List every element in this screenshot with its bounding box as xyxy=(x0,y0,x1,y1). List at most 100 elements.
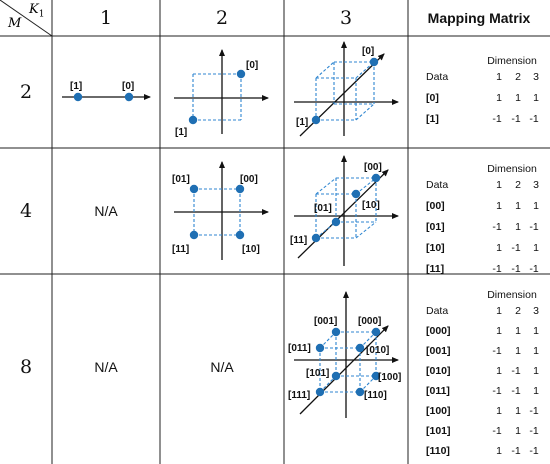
point-11 xyxy=(311,233,321,243)
corner-m-label: M xyxy=(8,16,22,31)
matrix-row-code: [110] xyxy=(426,445,450,457)
matrix-row-code: [00] xyxy=(426,200,445,212)
matrix-cell: 1 xyxy=(496,200,502,212)
matrix-cell: -1 xyxy=(492,425,501,437)
row-label-m4: 4 xyxy=(19,200,33,222)
label-010: [010] xyxy=(366,345,389,356)
label-10: [10] xyxy=(242,244,260,255)
z-axis xyxy=(299,53,385,137)
label-101: [101] xyxy=(306,368,329,379)
matrix-cell: -1 xyxy=(511,263,520,274)
matrix-cell: 1 xyxy=(496,92,502,104)
point-00 xyxy=(371,173,381,183)
matrix-cell: -1 xyxy=(511,365,520,377)
dimension-label: Dimension xyxy=(487,163,537,175)
dim-header-1: 1 xyxy=(496,305,502,317)
col-header-3: 3 xyxy=(339,7,353,29)
point-100 xyxy=(371,371,381,381)
data-label: Data xyxy=(426,71,448,83)
matrix-cell: 1 xyxy=(533,325,539,337)
diagram-m2-k2: [0] [1] xyxy=(174,49,269,138)
matrix-cell: 1 xyxy=(496,242,502,254)
dimension-label: Dimension xyxy=(487,289,537,301)
cube-edge-tl xyxy=(319,331,337,349)
matrix-cell: -1 xyxy=(511,242,520,254)
matrix-cell: -1 xyxy=(529,113,538,125)
label-10: [10] xyxy=(362,200,380,211)
matrix-cell: 1 xyxy=(496,325,502,337)
cube-edge-tl xyxy=(315,61,335,79)
label-00: [00] xyxy=(364,162,382,173)
point-1 xyxy=(188,115,198,125)
matrix-cell: -1 xyxy=(492,345,501,357)
dim-header-2: 2 xyxy=(515,179,521,191)
dim-header-2: 2 xyxy=(515,305,521,317)
matrix-row-code: [0] xyxy=(426,92,439,104)
point-0 xyxy=(124,92,134,102)
label-000: [000] xyxy=(358,316,381,327)
label-01: [01] xyxy=(314,203,332,214)
dim-header-3: 3 xyxy=(533,305,539,317)
matrix-cell: -1 xyxy=(529,405,538,417)
matrix-cell: 1 xyxy=(515,405,521,417)
dimension-label: Dimension xyxy=(487,55,537,67)
point-000 xyxy=(371,327,381,337)
matrix-row-code: [01] xyxy=(426,221,445,233)
point-111 xyxy=(315,387,325,397)
matrix-row-code: [001] xyxy=(426,345,451,357)
corner-header: M K1 xyxy=(0,0,52,36)
point-010 xyxy=(355,343,365,353)
matrix-cell: -1 xyxy=(511,385,520,397)
label-001: [001] xyxy=(314,316,337,327)
matrix-cell: 1 xyxy=(496,405,502,417)
point-10 xyxy=(235,230,245,240)
mapping-matrix-title: Mapping Matrix xyxy=(427,10,531,26)
matrix-cell: 1 xyxy=(533,345,539,357)
label-011: [011] xyxy=(288,343,311,354)
diagram-m4-k2: [01] [00] [11] [10] xyxy=(172,161,269,260)
matrix-cell: 1 xyxy=(533,200,539,212)
matrix-cell: -1 xyxy=(511,113,520,125)
point-1 xyxy=(311,115,321,125)
label-0: [0] xyxy=(246,60,258,71)
matrix-row-code: [011] xyxy=(426,385,450,397)
matrix-cell: -1 xyxy=(511,445,520,457)
label-110: [110] xyxy=(364,390,387,401)
matrix-cell: 1 xyxy=(515,92,521,104)
diagram-m2-k1: [1] [0] xyxy=(62,81,151,102)
dim-header-2: 2 xyxy=(515,71,521,83)
label-00: [00] xyxy=(240,174,258,185)
row-label-m2: 2 xyxy=(19,81,33,103)
matrix-cell: 1 xyxy=(515,425,521,437)
label-100: [100] xyxy=(378,372,401,383)
corner-diagonal xyxy=(0,0,53,37)
matrix-cell: 1 xyxy=(515,200,521,212)
point-011 xyxy=(315,343,325,353)
dim-header-3: 3 xyxy=(533,179,539,191)
point-1 xyxy=(73,92,83,102)
matrix-cell: -1 xyxy=(529,221,538,233)
matrix-row-code: [010] xyxy=(426,365,451,377)
data-label: Data xyxy=(426,179,448,191)
dim-header-1: 1 xyxy=(496,179,502,191)
cube-edge-br xyxy=(355,103,375,121)
matrix-cell: -1 xyxy=(529,445,538,457)
point-01 xyxy=(331,217,341,227)
matrix-cell: 1 xyxy=(496,365,502,377)
matrix-cell: -1 xyxy=(492,113,501,125)
label-0: [0] xyxy=(362,46,374,57)
label-1: [1] xyxy=(175,127,187,138)
diagram-m8-k3: [001] [000] [011] [010] [101] [100] [111] [110] xyxy=(288,291,401,418)
matrix-cell: 1 xyxy=(515,221,521,233)
col-header-2: 2 xyxy=(215,7,229,29)
matrix-cell: 1 xyxy=(515,345,521,357)
dim-header-3: 3 xyxy=(533,71,539,83)
na-cell-m8-k1: N/A xyxy=(94,359,118,375)
matrix-cell: -1 xyxy=(492,263,501,274)
matrix-row-code: [100] xyxy=(426,405,451,417)
label-111: [111] xyxy=(288,390,310,401)
row-label-m8: 8 xyxy=(19,356,33,378)
